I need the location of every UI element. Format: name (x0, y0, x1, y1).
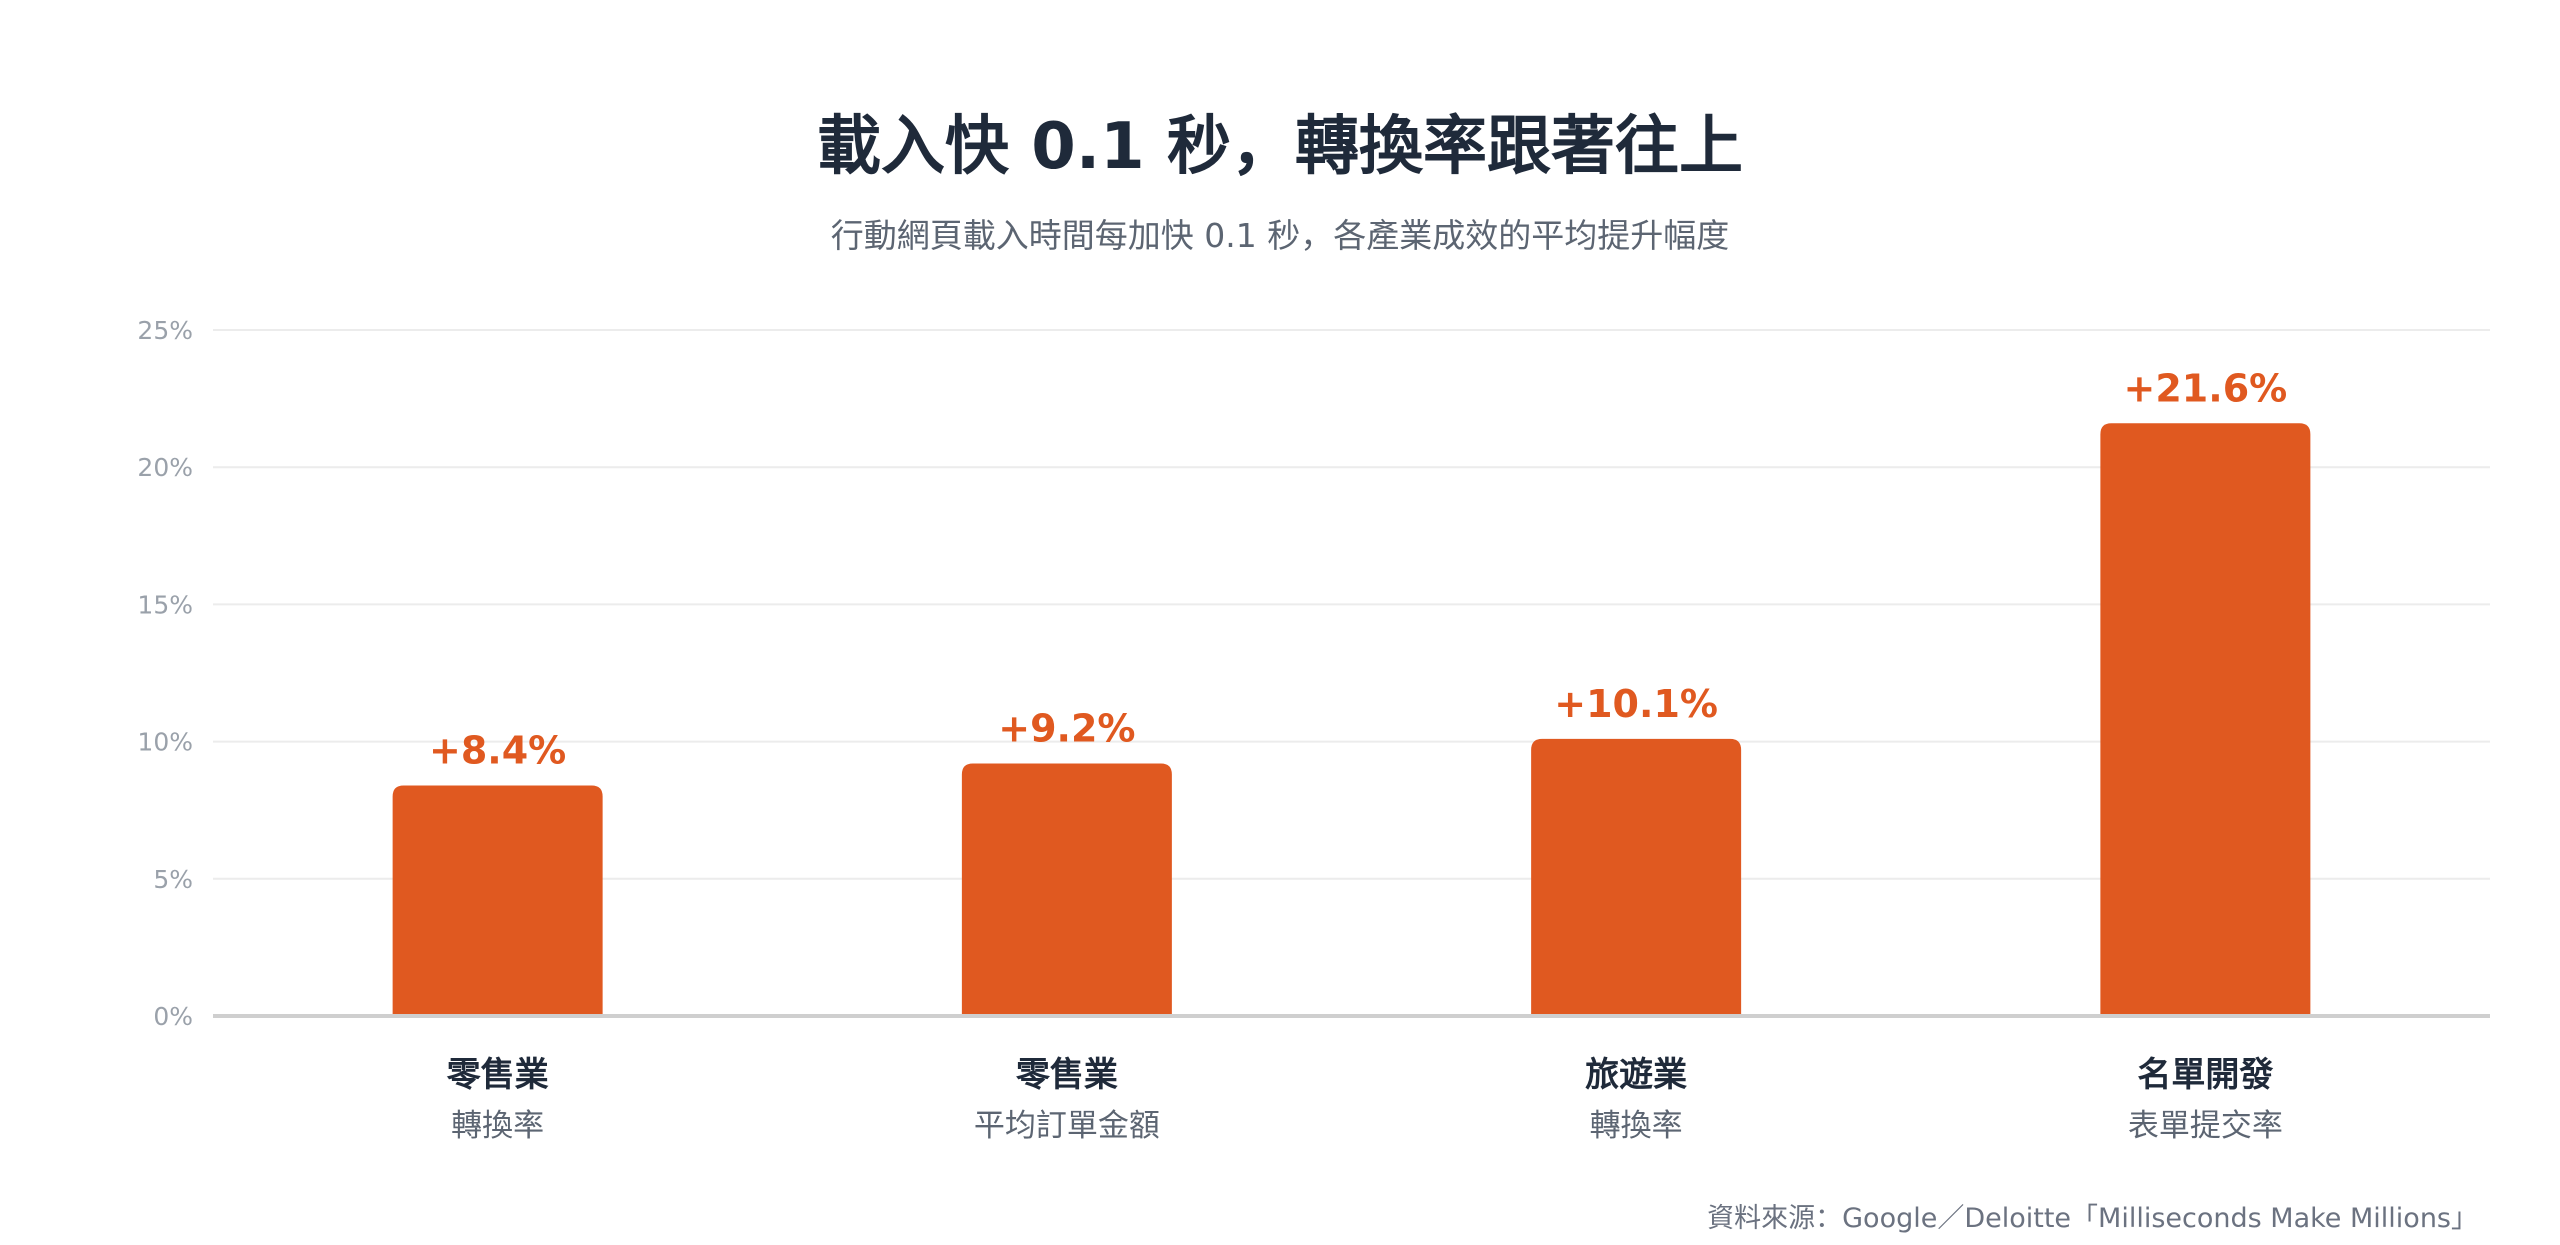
bar-value-label: +8.4% (429, 729, 566, 773)
y-tick-label: 15% (137, 590, 193, 619)
bar (2100, 423, 2311, 1016)
bar-value-label: +21.6% (2124, 366, 2288, 410)
source-note: 資料來源：Google／Deloitte「Milliseconds Make M… (1707, 1203, 2478, 1234)
x-category-label: 零售業 (447, 1055, 549, 1095)
bar-value-label: +9.2% (998, 707, 1135, 751)
bars (392, 423, 2311, 1016)
x-category-sublabel: 表單提交率 (2128, 1108, 2283, 1144)
y-tick-label: 0% (153, 1002, 193, 1031)
y-tick-label: 25% (137, 316, 193, 345)
chart-title: 載入快 0.1 秒，轉換率跟著往上 (817, 110, 1743, 184)
y-tick-label: 5% (153, 865, 193, 894)
chart-subtitle: 行動網頁載入時間每加快 0.1 秒，各產業成效的平均提升幅度 (831, 216, 1729, 255)
bar (1531, 738, 1742, 1016)
value-labels: +8.4% +9.2% +10.1% +21.6% (429, 366, 2287, 772)
bar (961, 763, 1172, 1016)
bar (392, 785, 603, 1016)
y-tick-label: 20% (137, 453, 193, 482)
x-category-label: 名單開發 (2137, 1055, 2273, 1095)
y-tick-label: 10% (137, 728, 193, 757)
x-category-sublabel: 轉換率 (1590, 1108, 1683, 1144)
x-category-label: 旅遊業 (1585, 1055, 1687, 1095)
x-category-sublabel: 轉換率 (451, 1108, 544, 1144)
bar-value-label: +10.1% (1554, 682, 1718, 726)
x-category-sublabel: 平均訂單金額 (974, 1108, 1160, 1144)
y-axis-ticks: 0% 5% 10% 15% 20% 25% (137, 316, 193, 1031)
x-category-label: 零售業 (1016, 1055, 1118, 1095)
